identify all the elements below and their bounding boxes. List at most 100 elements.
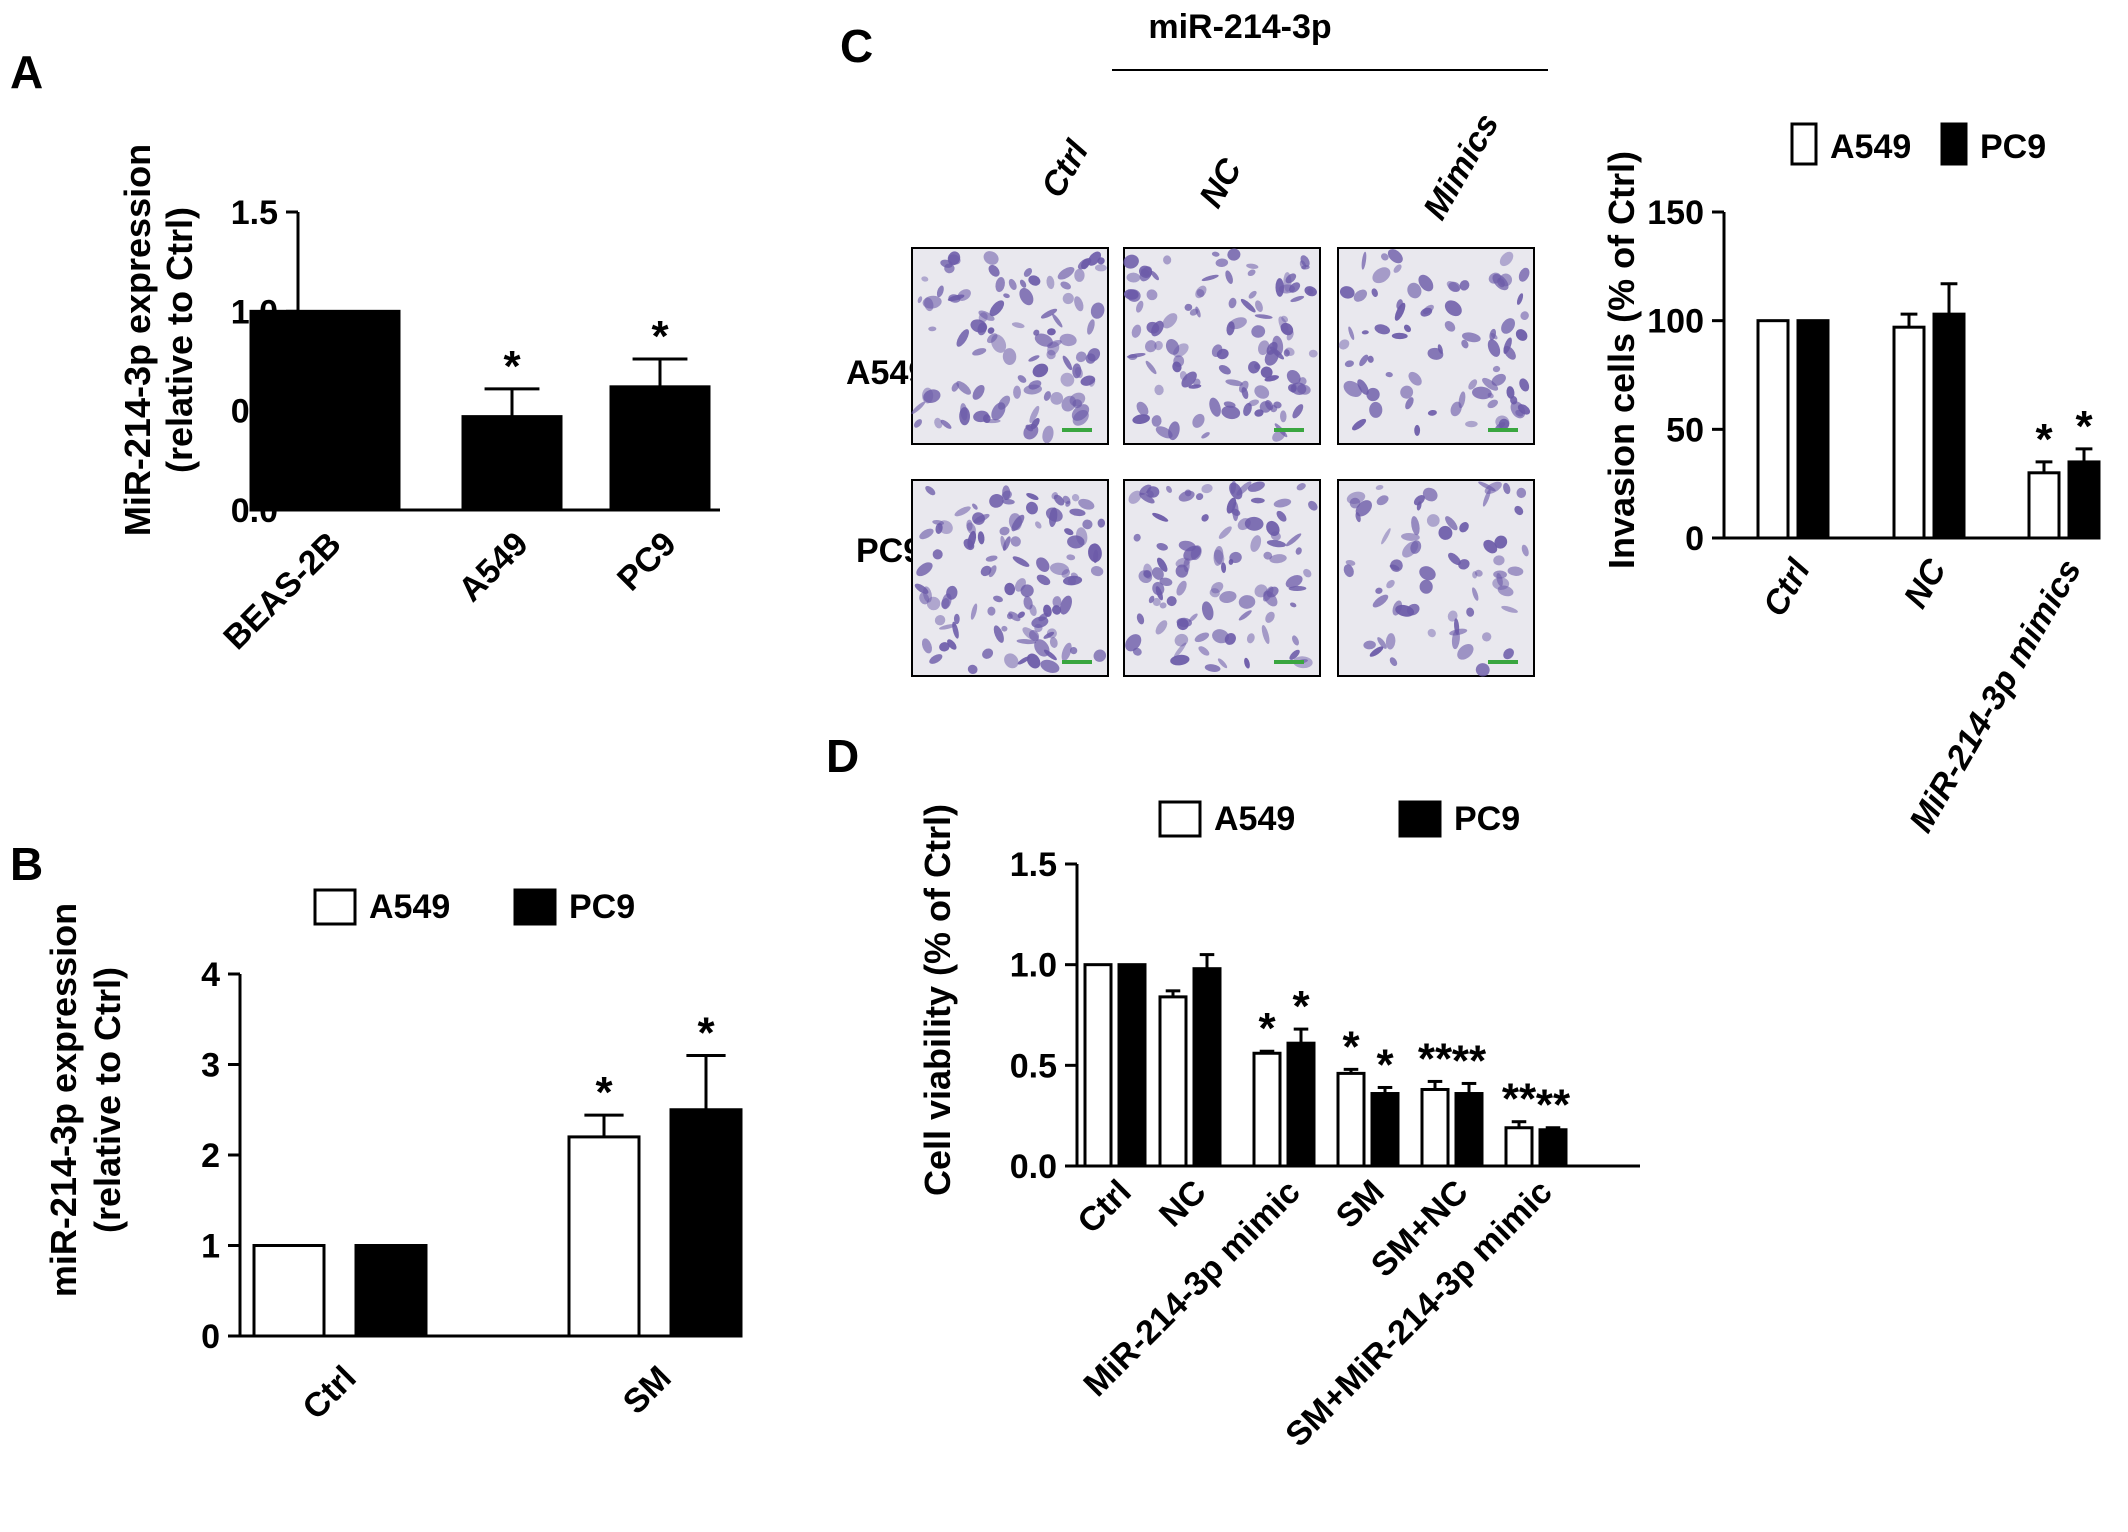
stained-cell: [1074, 296, 1084, 312]
y-axis-title: Invasion cells (% of Ctrl): [1601, 151, 1642, 569]
stained-cell: [1422, 487, 1438, 502]
stained-cell: [1157, 557, 1168, 572]
stained-cell: [1049, 637, 1058, 648]
stained-cell: [1139, 484, 1152, 495]
stained-cell: [1349, 497, 1361, 509]
legend-swatch-pc9: [1940, 122, 1968, 166]
legend-label-a549: A549: [369, 888, 450, 926]
stained-cell: [1029, 405, 1040, 424]
stained-cell: [1366, 387, 1380, 402]
stained-cell: [948, 294, 961, 303]
stained-cell: [1503, 345, 1516, 360]
stained-cell: [1248, 361, 1260, 374]
stained-cell: [1281, 315, 1289, 323]
stained-cell: [1155, 426, 1173, 439]
chart-b: 0 1 2 3 4 miR-214-3p expression (relative to C…: [43, 888, 743, 1427]
stained-cell: [1138, 265, 1153, 278]
stained-cell: [987, 327, 995, 334]
bar-a549: [1892, 325, 1926, 540]
stained-cell: [1152, 567, 1164, 580]
stained-cell: [1184, 303, 1193, 311]
stained-cell: [1261, 625, 1270, 645]
stained-cell: [1482, 632, 1492, 642]
stained-cell: [1250, 535, 1262, 552]
stained-cell: [1458, 391, 1466, 409]
stained-cell: [1023, 384, 1043, 395]
stained-cell: [1499, 251, 1514, 267]
stained-cell: [1269, 554, 1287, 564]
stained-cell: [973, 513, 990, 523]
stained-cell: [1000, 535, 1007, 551]
stained-cell: [1448, 552, 1461, 566]
stained-cell: [1474, 569, 1483, 577]
stained-cell: [983, 251, 999, 265]
stained-cell: [953, 613, 960, 625]
x-tick-label: A549: [451, 525, 535, 609]
stained-cell: [1363, 640, 1376, 650]
stained-cell: [1389, 657, 1398, 667]
stained-cell: [1022, 627, 1039, 642]
stained-cell: [1070, 572, 1079, 579]
x-tick-label: NC: [1152, 1173, 1214, 1235]
micrograph-images: [911, 247, 1535, 677]
stained-cell: [1154, 340, 1163, 351]
stained-cell: [1507, 566, 1524, 576]
stained-cell: [1059, 595, 1072, 615]
stained-cell: [1407, 282, 1422, 299]
stained-cell: [1497, 585, 1514, 597]
stained-cell: [1394, 302, 1406, 321]
stained-cell: [1012, 556, 1030, 567]
stained-cell: [1352, 418, 1367, 431]
significance-mark: *: [1342, 1022, 1360, 1071]
stained-cell: [929, 654, 943, 664]
stained-cell: [1139, 492, 1155, 504]
stained-cell: [1128, 354, 1138, 361]
bar-a549: [1083, 963, 1113, 1168]
stained-cell: [1093, 649, 1107, 662]
stained-cell: [1188, 613, 1198, 622]
stained-cell: [1228, 297, 1237, 309]
stained-cell: [1492, 365, 1501, 373]
stained-cell: [957, 289, 971, 301]
bar-a549: [567, 1135, 641, 1338]
stained-cell: [1032, 363, 1049, 378]
stained-cell: [1371, 288, 1378, 297]
stained-cell: [1466, 607, 1475, 617]
stained-cell: [1173, 355, 1185, 368]
stained-cell: [1515, 329, 1528, 341]
stained-cell: [1023, 268, 1033, 277]
stained-cell: [932, 549, 943, 560]
stained-cell: [989, 300, 1005, 317]
stained-cell: [1004, 653, 1019, 669]
stained-cell: [1176, 580, 1187, 596]
stained-cell: [1285, 273, 1297, 284]
bar-a549: [1420, 1087, 1450, 1168]
stained-cell: [1296, 483, 1306, 491]
stained-cell: [1156, 543, 1168, 551]
stained-cell: [934, 417, 943, 429]
stained-cell: [1510, 396, 1518, 405]
stained-cell: [1448, 281, 1461, 292]
stained-cell: [1401, 533, 1420, 541]
stained-cell: [1046, 349, 1056, 360]
stained-cell: [1273, 401, 1282, 409]
stained-cell: [1449, 628, 1468, 636]
legend-swatch-a549: [1790, 122, 1818, 166]
stained-cell: [1427, 409, 1437, 416]
stained-cell: [1052, 596, 1062, 608]
stained-cell: [1060, 281, 1071, 290]
stained-cell: [1361, 330, 1369, 335]
stained-cell: [1082, 519, 1093, 530]
stained-cell: [1090, 302, 1105, 319]
stained-cell: [1444, 320, 1456, 332]
stained-cell: [1201, 484, 1213, 494]
stained-cell: [989, 494, 1004, 508]
stained-cell: [1071, 404, 1090, 421]
stained-cell: [1419, 579, 1433, 594]
stained-cell: [921, 638, 932, 654]
stained-cell: [1262, 586, 1274, 602]
stained-cell: [970, 603, 978, 620]
legend-label-pc9: PC9: [1454, 800, 1520, 838]
stained-cell: [916, 562, 933, 577]
